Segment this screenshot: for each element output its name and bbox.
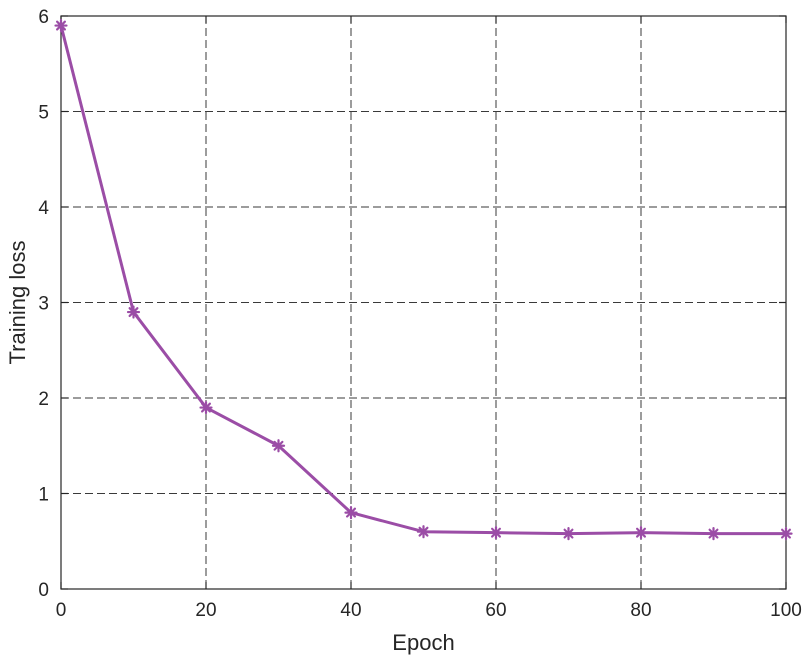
grid-lines [61,16,786,589]
y-tick-label: 0 [38,580,49,601]
y-tick-label: 1 [38,485,49,506]
data-point [634,526,648,540]
data-point [271,439,286,453]
data-point [416,525,431,539]
x-tick-label: 80 [630,600,651,621]
y-tick-labels: 0 1 2 3 4 5 6 [38,7,49,601]
y-tick-label: 4 [38,198,49,219]
y-axis-title: Training loss [5,241,30,365]
data-point [706,527,721,541]
data-point [199,400,213,415]
x-tick-label: 0 [56,600,67,621]
x-axis-title: Epoch [392,630,454,655]
y-tick-label: 6 [38,7,49,28]
data-point [54,18,68,33]
data-point [779,527,793,541]
y-tick-label: 3 [38,294,49,315]
x-tick-labels: 0 20 40 60 80 100 [56,600,802,621]
data-point [126,305,141,319]
data-point [344,506,358,520]
data-point [561,527,576,541]
x-tick-label: 60 [485,600,506,621]
x-tick-label: 40 [340,600,361,621]
x-tick-label: 20 [195,600,216,621]
series-group [54,18,793,541]
x-tick-label: 100 [770,600,802,621]
y-tick-label: 5 [38,103,49,124]
y-tick-label: 2 [38,389,49,410]
axis-ticks [60,15,787,590]
data-point [489,526,503,540]
